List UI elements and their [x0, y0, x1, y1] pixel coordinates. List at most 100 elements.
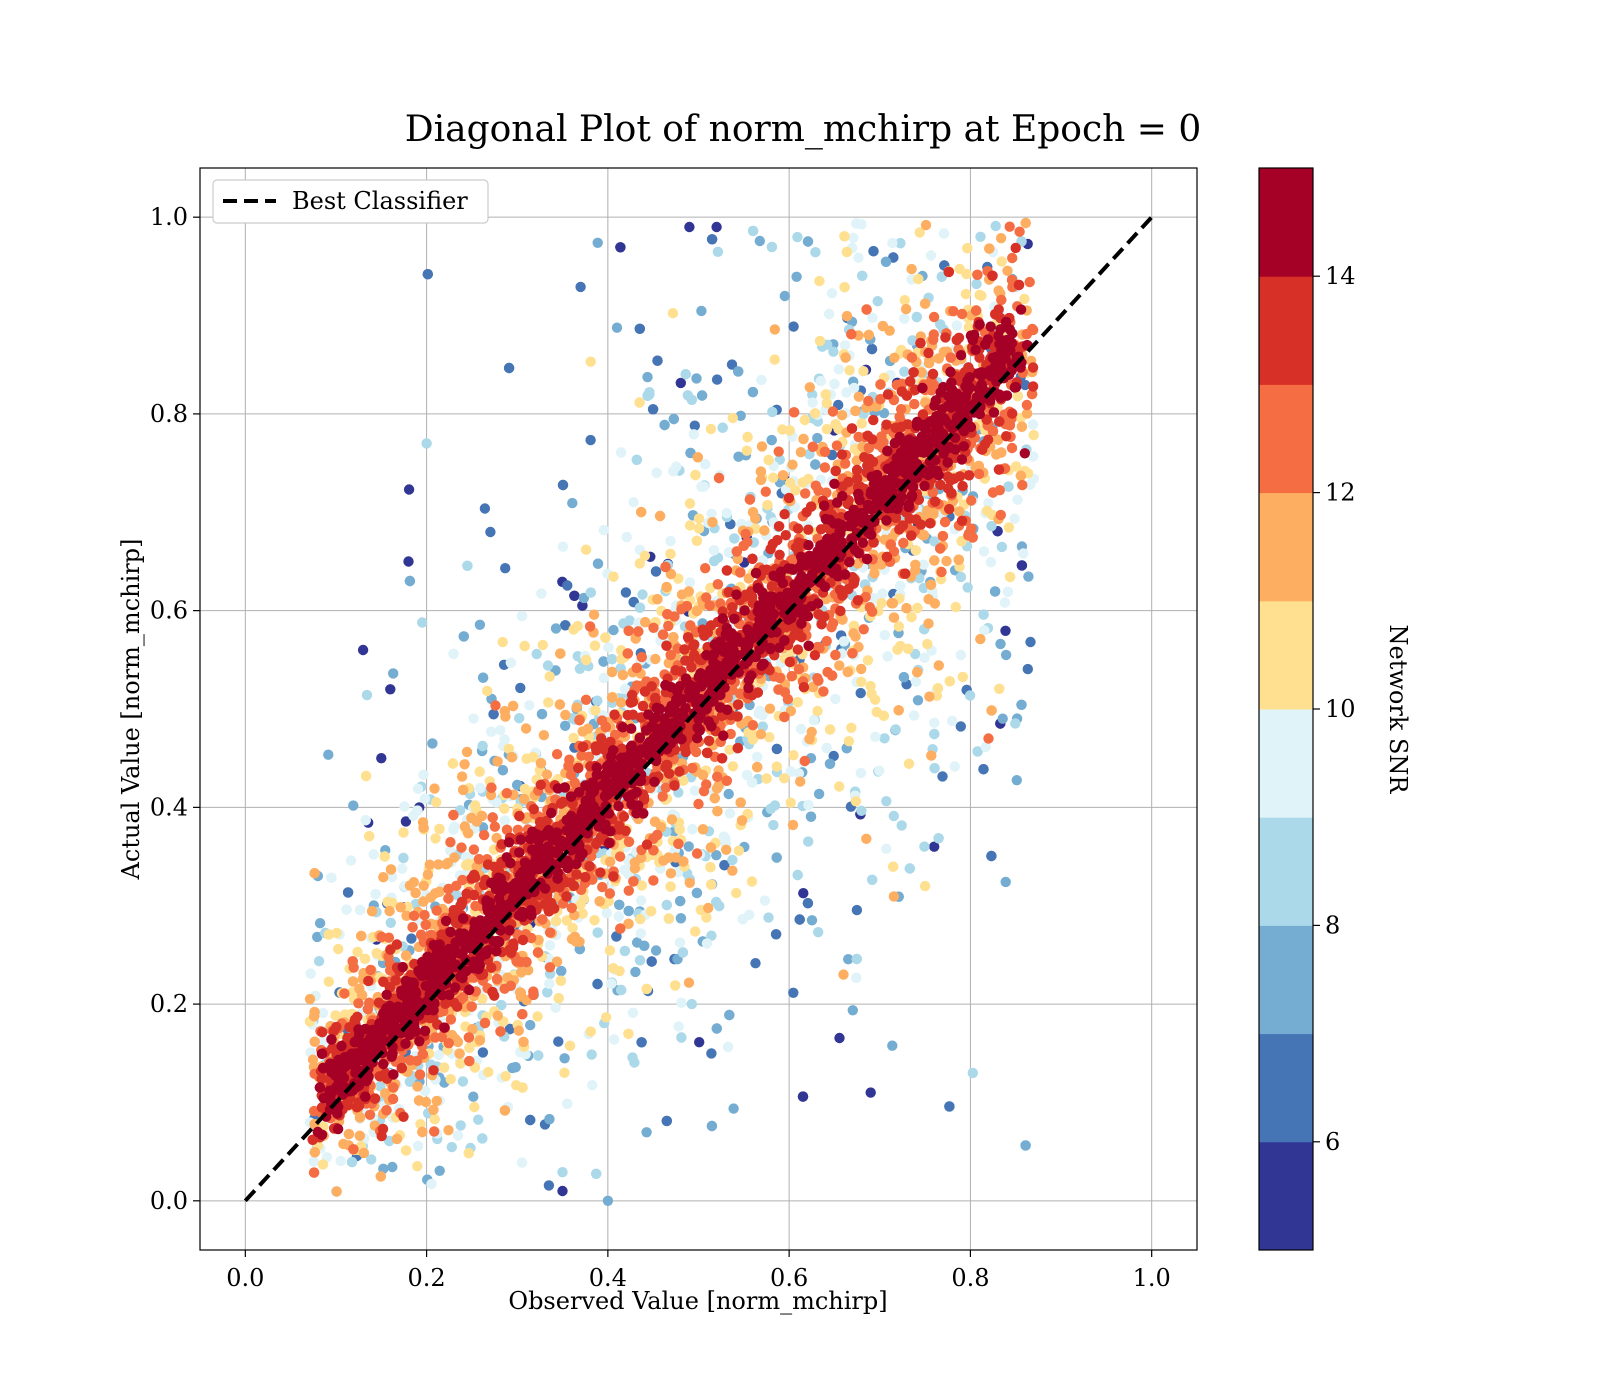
scatter-point [635, 913, 646, 925]
scatter-point [468, 1091, 479, 1102]
scatter-point [819, 462, 831, 473]
scatter-point [333, 943, 344, 955]
scatter-point [690, 926, 701, 937]
scatter-point [553, 1036, 564, 1047]
scatter-point [665, 535, 676, 547]
scatter-point [418, 880, 429, 891]
scatter-point [895, 640, 906, 652]
scatter-point [457, 874, 468, 886]
scatter-point [412, 1161, 423, 1172]
scatter-point [665, 548, 676, 560]
scatter-point [663, 852, 674, 863]
scatter-point [544, 671, 555, 682]
scatter-point [795, 447, 807, 458]
scatter-point [798, 433, 809, 445]
scatter-point [733, 845, 745, 856]
scatter-point [581, 654, 592, 666]
scatter-point [462, 560, 473, 571]
scatter-point [564, 1040, 576, 1052]
scatter-point [777, 470, 789, 481]
scatter-point [471, 816, 482, 827]
scatter-point [788, 750, 799, 761]
scatter-point [517, 1082, 528, 1093]
scatter-point [497, 765, 509, 776]
scatter-point [865, 1087, 876, 1098]
scatter-point [907, 335, 918, 346]
scatter-point [828, 346, 839, 357]
scatter-point [665, 868, 677, 879]
scatter-point [543, 1180, 555, 1191]
scatter-point [469, 1101, 480, 1113]
scatter-point [1007, 252, 1018, 264]
scatter-point [479, 503, 491, 514]
scatter-point [600, 1012, 612, 1023]
scatter-point [535, 758, 547, 769]
scatter-point [767, 406, 778, 418]
scatter-point [628, 876, 639, 887]
scatter-point [553, 993, 564, 1004]
scatter-point [814, 335, 826, 347]
scatter-point [500, 1071, 511, 1082]
scatter-point [331, 1186, 342, 1197]
scatter-point [691, 887, 703, 899]
scatter-point [513, 1025, 524, 1036]
scatter-point [736, 815, 748, 826]
scatter-point [705, 423, 717, 435]
scatter-point [543, 697, 554, 708]
scatter-point [691, 605, 703, 617]
scatter-point [366, 1154, 377, 1165]
scatter-point [996, 447, 1007, 458]
scatter-point [666, 814, 678, 825]
scatter-point [721, 844, 732, 855]
scatter-point [877, 588, 888, 599]
scatter-point [693, 798, 704, 810]
scatter-point [557, 479, 569, 491]
scatter-point [795, 723, 807, 735]
scatter-point [985, 557, 997, 568]
scatter-point [398, 852, 409, 864]
scatter-point [727, 854, 738, 866]
scatter-point [309, 868, 320, 879]
scatter-point [395, 902, 406, 913]
scatter-point [746, 777, 758, 788]
scatter-point [650, 653, 661, 665]
scatter-point [586, 1049, 597, 1060]
scatter-point [400, 950, 412, 961]
scatter-point [403, 484, 415, 495]
scatter-point [839, 282, 850, 293]
scatter-point [575, 281, 586, 293]
scatter-point [649, 816, 661, 827]
scatter-point [668, 466, 679, 477]
scatter-point [704, 600, 715, 611]
scatter-point [929, 536, 940, 547]
scatter-point [906, 352, 918, 363]
scatter-point [582, 723, 594, 734]
scatter-point [890, 724, 901, 735]
scatter-point [419, 793, 431, 804]
scatter-point [984, 243, 995, 254]
scatter-point [619, 945, 631, 957]
scatter-point [1014, 226, 1025, 237]
scatter-point [752, 751, 763, 763]
scatter-point [995, 509, 1006, 521]
scatter-point [824, 724, 836, 735]
scatter-point [634, 955, 646, 966]
scatter-point [667, 308, 679, 319]
scatter-point [345, 855, 357, 866]
scatter-point [724, 808, 736, 819]
scatter-point [1000, 876, 1011, 888]
scatter-point [851, 904, 863, 916]
scatter-point [906, 611, 917, 623]
scatter-point [957, 671, 968, 683]
scatter-point [606, 978, 617, 989]
scatter-point [568, 624, 579, 635]
scatter-point [814, 275, 825, 287]
scatter-point [574, 663, 586, 674]
scatter-point [747, 720, 759, 731]
scatter-point [544, 1114, 555, 1125]
scatter-point [438, 1062, 450, 1073]
scatter-point [673, 1021, 684, 1032]
scatter-point [692, 452, 703, 463]
scatter-point [554, 699, 566, 710]
scatter-point [455, 1058, 466, 1069]
